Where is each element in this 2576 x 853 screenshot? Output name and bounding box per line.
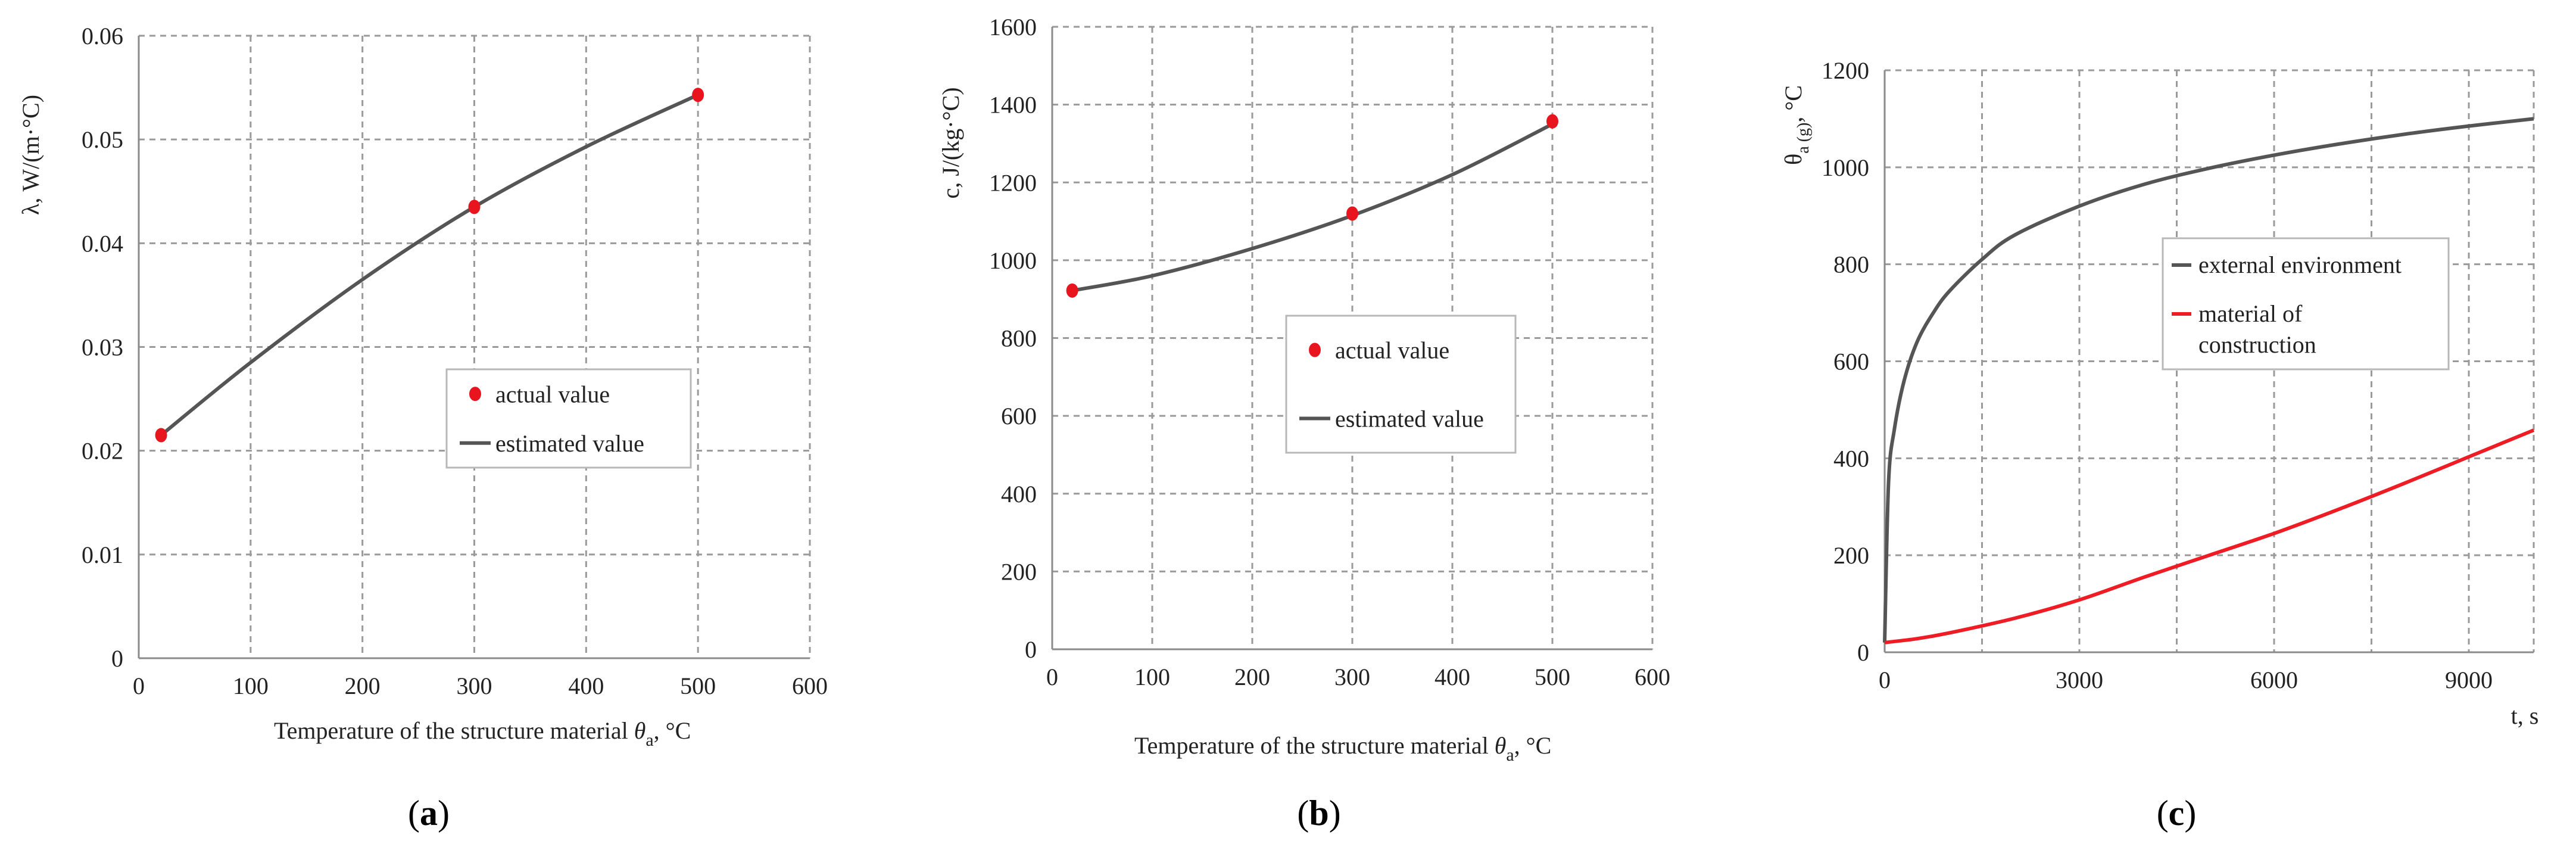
y-tick-label: 200: [1833, 542, 1869, 569]
panel-caption: (a): [408, 793, 450, 833]
legend-box: [445, 368, 692, 469]
caption-close-paren: ): [2184, 793, 2196, 833]
y-tick-label: 800: [1001, 325, 1037, 352]
legend: external environment material of construct…: [2162, 237, 2450, 371]
series-line: [1883, 117, 2534, 643]
x-axis-label-unit: , °C: [654, 717, 691, 744]
y-tick-label: 600: [1833, 348, 1869, 375]
data-point: [692, 88, 704, 102]
x-tick-label: 100: [1134, 664, 1170, 690]
caption-open-paren: (: [1297, 793, 1309, 833]
x-tick-label: 600: [1635, 664, 1670, 690]
caption-open-paren: (: [408, 793, 420, 833]
x-tick-label: 400: [1434, 664, 1470, 690]
x-tick-label: 300: [457, 673, 492, 699]
caption-letter: c: [2169, 793, 2185, 833]
x-tick-label: 500: [680, 673, 716, 699]
legend-swatch-point: [469, 387, 481, 401]
panel-caption: (c): [2157, 793, 2197, 833]
x-axis-label-subscript: a: [1506, 745, 1514, 765]
y-axis-label-symbol: θ: [1780, 154, 1807, 165]
y-tick-label: 0.03: [82, 334, 123, 361]
y-tick-label: 0.05: [82, 126, 123, 153]
y-tick-label: 1200: [989, 169, 1037, 196]
x-tick-label: 100: [233, 673, 269, 699]
x-tick-label: 500: [1535, 664, 1570, 690]
x-tick-label: 200: [1234, 664, 1270, 690]
legend-label: actual value: [1335, 337, 1449, 364]
y-tick-label: 1000: [1822, 154, 1869, 181]
y-tick-label: 800: [1833, 251, 1869, 278]
x-axis-label: Temperature of the structure material θa…: [1134, 732, 1551, 765]
legend-label: estimated value: [1335, 406, 1484, 432]
panel-caption: (b): [1297, 793, 1340, 833]
y-tick-label: 1600: [989, 14, 1037, 41]
series-line: [1884, 428, 2535, 645]
y-tick-label: 600: [1001, 403, 1037, 429]
legend-swatch-point: [1309, 343, 1321, 357]
y-tick-label: 0: [1857, 639, 1869, 666]
legend: actual value estimated value: [1285, 315, 1517, 454]
legend: actual value estimated value: [445, 368, 692, 469]
y-tick-label: 0: [1025, 636, 1037, 663]
y-tick-label: 0.06: [82, 23, 123, 49]
x-tick-label: 0: [133, 673, 145, 699]
data-point: [468, 200, 481, 214]
caption-letter: a: [420, 793, 438, 833]
data-point: [155, 428, 167, 443]
x-tick-label: 9000: [2445, 667, 2493, 693]
x-axis-label-symbol: θ: [634, 717, 646, 744]
y-tick-label: 0.04: [82, 230, 123, 257]
x-tick-label: 0: [1879, 667, 1891, 693]
series-line: [1072, 122, 1554, 292]
data-point: [1066, 283, 1078, 298]
x-tick-label: 600: [792, 673, 828, 699]
x-axis-label-text: Temperature of the structure material: [1134, 732, 1495, 759]
y-axis-label-unit: , °C: [1780, 85, 1807, 123]
y-tick-label: 0.01: [82, 541, 123, 568]
series-line: [160, 93, 699, 437]
legend-label: external environment: [2198, 251, 2402, 278]
legend-label: construction: [2198, 331, 2316, 358]
x-axis-label-symbol: θ: [1495, 732, 1507, 759]
y-tick-label: 0: [111, 645, 123, 672]
data-point: [1546, 114, 1558, 129]
x-axis-label: t, s: [2511, 702, 2539, 729]
y-tick-label: 200: [1001, 558, 1037, 585]
x-tick-label: 300: [1334, 664, 1370, 690]
x-tick-label: 0: [1046, 664, 1058, 690]
chart-b: 0 200 400 600 800 1000 1200 1400 1600 0 100 200 300 4…: [937, 14, 1670, 833]
x-tick-label: 200: [345, 673, 381, 699]
x-axis-label-subscript: a: [645, 730, 653, 750]
chart-c: 0 200 400 600 800 1000 1200 0 3000 6000 9000 t, s θa…: [1780, 57, 2538, 833]
x-axis-label-unit: , °C: [1514, 732, 1552, 759]
legend-label: estimated value: [495, 430, 644, 457]
data-point: [1346, 206, 1358, 221]
caption-close-paren: ): [438, 793, 450, 833]
legend-box: [1285, 315, 1517, 454]
x-tick-label: 400: [568, 673, 604, 699]
legend-label: actual value: [495, 381, 610, 407]
y-tick-label: 1000: [989, 247, 1037, 274]
legend-label: material of: [2198, 300, 2303, 327]
caption-letter: b: [1309, 793, 1328, 833]
y-tick-label: 400: [1001, 481, 1037, 508]
caption-close-paren: ): [1329, 793, 1341, 833]
x-axis-label-text: Temperature of the structure material: [274, 717, 634, 744]
legend-box: [2162, 237, 2450, 371]
x-tick-label: 6000: [2250, 667, 2298, 693]
y-axis-label: λ, W/(m·°C): [17, 95, 44, 215]
y-tick-label: 400: [1833, 445, 1869, 472]
x-axis-label: Temperature of the structure material θa…: [274, 717, 691, 750]
y-tick-label: 1200: [1822, 57, 1869, 84]
y-axis-label: θa (g), °C: [1780, 85, 1813, 165]
y-axis-label: c, J/(kg·°C): [937, 87, 964, 198]
chart-a: 0 0.01 0.02 0.03 0.04 0.05 0.06 0 100 200 300 400 50…: [17, 23, 828, 833]
y-tick-label: 0.02: [82, 438, 123, 465]
caption-open-paren: (: [2157, 793, 2169, 833]
y-axis-label-subscript: a (g): [1794, 123, 1813, 154]
y-tick-label: 1400: [989, 92, 1037, 119]
x-tick-label: 3000: [2056, 667, 2103, 693]
